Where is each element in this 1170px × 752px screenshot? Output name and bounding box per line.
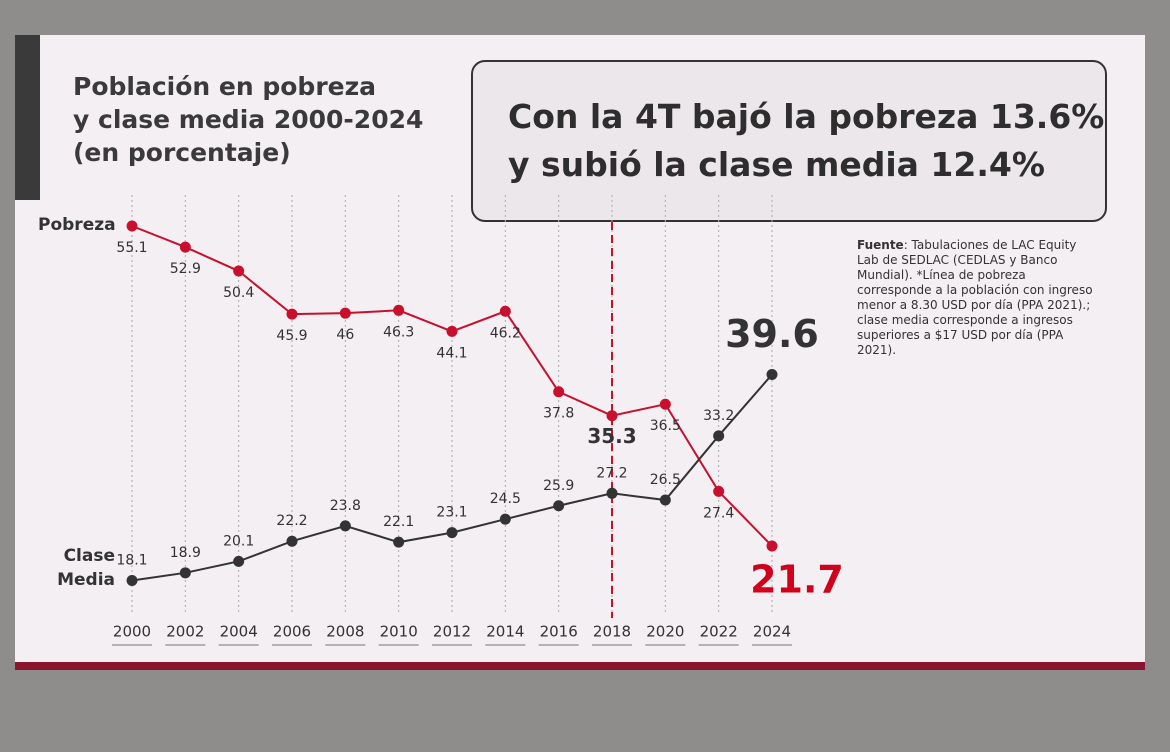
title-line: Población en pobreza — [73, 72, 377, 101]
value-label: 20.1 — [223, 533, 254, 549]
value-label: 46.3 — [383, 324, 414, 340]
data-point — [553, 386, 565, 398]
value-label: 46 — [336, 327, 354, 343]
data-point — [233, 265, 245, 277]
value-label: 21.7 — [750, 558, 844, 602]
headline-box — [471, 60, 1107, 222]
data-point — [393, 304, 405, 316]
headline-line: Con la 4T bajó la pobreza 13.6% — [508, 97, 1105, 136]
value-label: 36.5 — [650, 418, 681, 434]
data-point — [179, 241, 191, 253]
data-point — [659, 398, 671, 410]
x-tick-label: 2004 — [220, 623, 258, 641]
value-label: 27.2 — [596, 465, 627, 481]
data-point — [713, 430, 725, 442]
x-tick-label: 2012 — [433, 623, 471, 641]
data-point — [233, 555, 245, 567]
value-label: 46.2 — [490, 325, 521, 341]
data-point — [499, 305, 511, 317]
series-name: Pobreza — [38, 215, 116, 235]
title: Población en pobreza y clase media 2000-2… — [73, 70, 423, 169]
value-label: 25.9 — [543, 478, 574, 494]
value-label: 37.8 — [543, 406, 574, 422]
x-tick-label: 2000 — [113, 623, 151, 641]
x-tick-label: 2014 — [486, 623, 524, 641]
value-label: 23.1 — [436, 505, 467, 521]
title-line: y clase media 2000-2024 — [73, 105, 424, 134]
source-text: : Tabulaciones de LAC Equity Lab de SEDL… — [857, 238, 1093, 357]
accent-bar — [15, 35, 40, 200]
data-point — [339, 307, 351, 319]
data-point — [766, 369, 778, 381]
data-point — [179, 567, 191, 579]
data-point — [659, 494, 671, 506]
value-label: 22.1 — [383, 514, 414, 530]
title-line: (en porcentaje) — [73, 138, 291, 167]
data-point — [286, 308, 298, 320]
bottom-bar — [15, 662, 1145, 670]
value-label: 44.1 — [436, 345, 467, 361]
value-label: 50.4 — [223, 285, 254, 301]
value-label: 18.9 — [170, 545, 201, 561]
data-point — [286, 535, 298, 547]
data-point — [393, 536, 405, 548]
data-point — [339, 520, 351, 532]
source-note: Fuente: Tabulaciones de LAC Equity Lab d… — [857, 238, 1097, 358]
x-tick-label: 2018 — [593, 623, 631, 641]
series-name: Clase Media — [57, 546, 115, 590]
value-label: 23.8 — [330, 498, 361, 514]
value-label: 22.2 — [276, 513, 307, 529]
headline: Con la 4T bajó la pobreza 13.6% y subió l… — [508, 93, 1104, 189]
x-tick-label: 2020 — [646, 623, 684, 641]
data-point — [713, 485, 725, 497]
value-label: 26.5 — [650, 472, 681, 488]
x-tick-label: 2016 — [540, 623, 578, 641]
data-point — [606, 487, 618, 499]
value-label: 55.1 — [116, 240, 147, 256]
data-point — [446, 325, 458, 337]
x-tick-label: 2002 — [166, 623, 204, 641]
value-label: 35.3 — [587, 424, 636, 448]
data-point — [499, 513, 511, 525]
x-tick-label: 2022 — [700, 623, 738, 641]
data-point — [606, 410, 618, 422]
value-label: 39.6 — [725, 312, 819, 356]
data-point — [126, 220, 138, 232]
data-point — [446, 527, 458, 539]
headline-line: y subió la clase media 12.4% — [508, 145, 1045, 184]
data-point — [766, 540, 778, 552]
x-tick-label: 2008 — [326, 623, 364, 641]
x-tick-label: 2006 — [273, 623, 311, 641]
value-label: 18.1 — [116, 552, 147, 568]
value-label: 27.4 — [703, 505, 734, 521]
value-label: 24.5 — [490, 491, 521, 507]
value-label: 52.9 — [170, 261, 201, 277]
value-label: 33.2 — [703, 408, 734, 424]
data-point — [553, 500, 565, 512]
source-label: Fuente — [857, 238, 904, 252]
data-point — [126, 574, 138, 586]
value-label: 45.9 — [276, 328, 307, 344]
x-tick-label: 2010 — [380, 623, 418, 641]
x-tick-label: 2024 — [753, 623, 791, 641]
